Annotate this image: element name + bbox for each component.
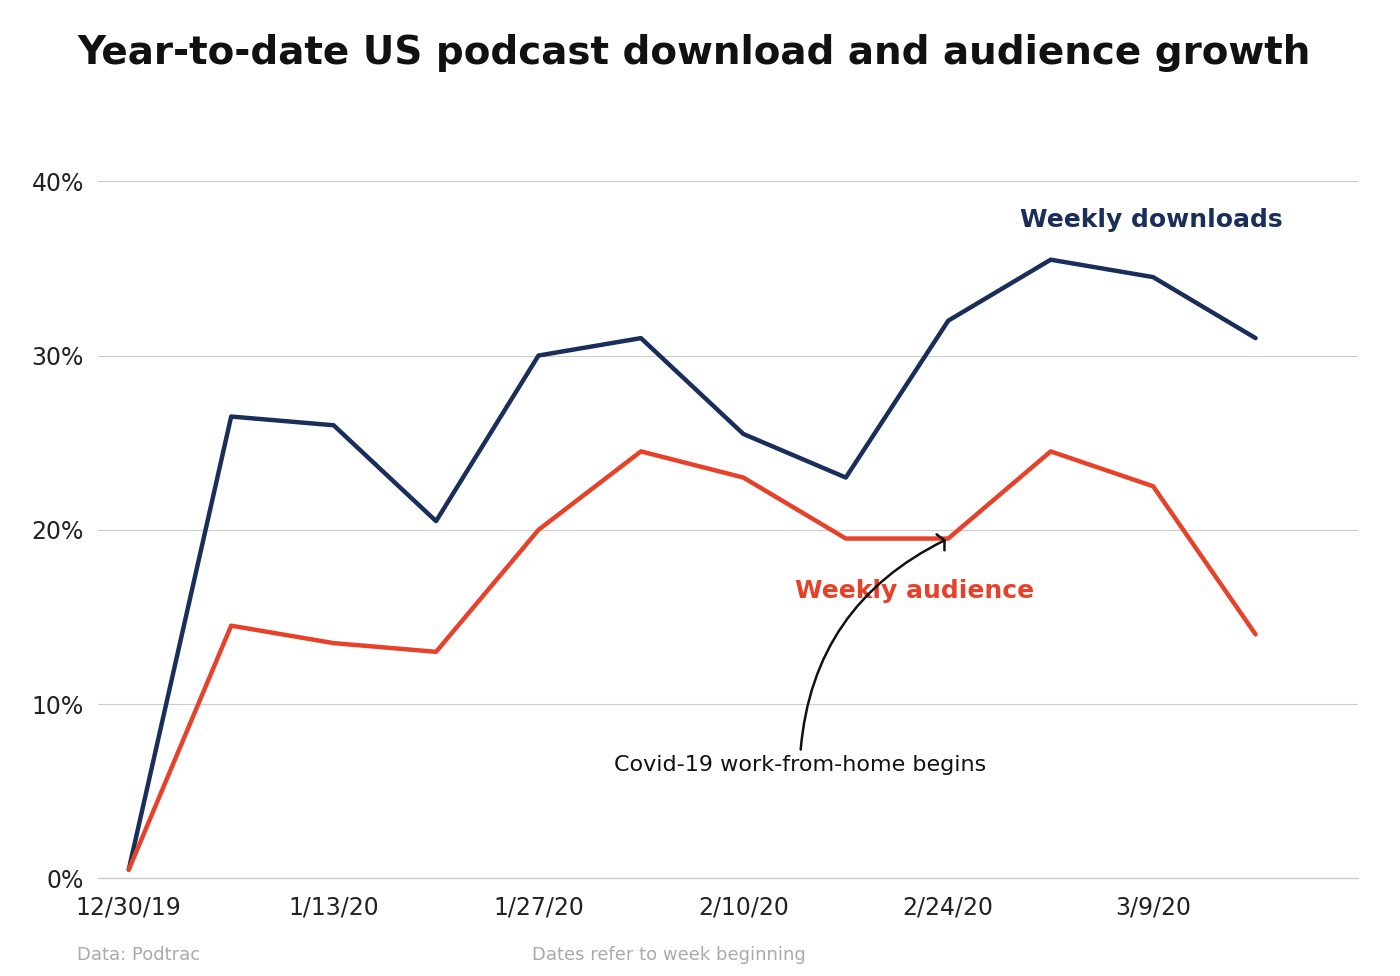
Text: Covid-19 work-from-home begins: Covid-19 work-from-home begins bbox=[613, 535, 986, 775]
Text: Weekly downloads: Weekly downloads bbox=[1021, 208, 1282, 231]
Text: Data: Podtrac: Data: Podtrac bbox=[77, 947, 200, 964]
Text: Weekly audience: Weekly audience bbox=[795, 579, 1033, 603]
Text: Year-to-date US podcast download and audience growth: Year-to-date US podcast download and aud… bbox=[77, 34, 1310, 72]
Text: Dates refer to week beginning: Dates refer to week beginning bbox=[532, 947, 806, 964]
